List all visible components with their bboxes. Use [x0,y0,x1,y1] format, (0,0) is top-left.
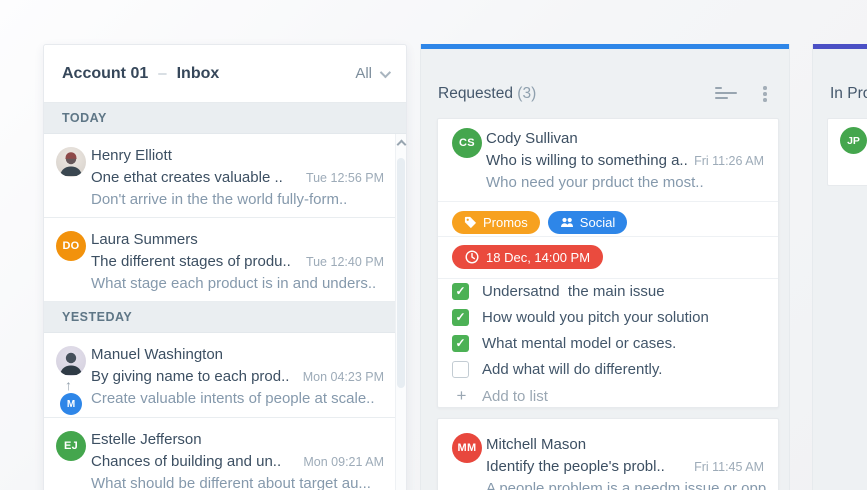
person-photo-icon [60,352,82,375]
tag-promos[interactable]: Promos [452,211,540,234]
email-preview: Don't arrive in the the world fully-form… [91,191,348,208]
add-to-list-label: Add to list [482,387,548,405]
email-row-laura-summers[interactable]: DO Laura Summers The different stages of… [44,218,406,302]
checklist-label: Undersatnd the main issue [482,282,665,300]
column-accent-bar-blue [421,44,789,49]
column-accent-bar-indigo [813,44,867,49]
column-actions [715,86,767,102]
divider [438,236,778,237]
email-subject: By giving name to each prod.. [91,368,290,385]
email-preview: What stage each product is in and unders… [91,275,377,292]
avatar: CS [452,128,482,158]
kebab-menu-icon[interactable] [763,86,767,102]
in-progress-column: In Prog JP [812,44,867,490]
checklist-item: ✓ Undersatnd the main issue [452,282,665,300]
add-to-list-button[interactable]: + Add to list [453,386,548,406]
checklist-label: What mental model or cases. [482,334,677,352]
sender-name: Laura Summers [91,231,198,248]
scroll-up-icon[interactable] [396,139,407,150]
checklist-label: How would you pitch your solution [482,308,709,326]
checkbox-checked-icon[interactable]: ✓ [452,334,469,352]
email-subject: Chances of building and un.. [91,453,282,470]
title-separator: – [158,65,167,82]
column-title: Requested (3) [438,85,536,103]
sender-name: Mitchell Mason [486,436,587,453]
email-time: Fri 11:45 AM [694,460,764,474]
divider [438,201,778,202]
email-preview: Create valuable intents of people at sca… [91,390,375,407]
inbox-scrollbar[interactable] [395,134,407,490]
email-preview: What should be different about target au… [91,475,371,490]
checklist-item: Add what will do differently. [452,360,662,378]
email-row-manuel-washington[interactable]: ↑ M Manuel Washington By giving name to … [44,333,406,418]
inbox-panel: Account 01 – Inbox All TODAY Henry Ellio… [43,44,407,490]
folder-title: Inbox [176,64,220,82]
reminder-pill[interactable]: 18 Dec, 14:00 PM [452,245,604,269]
plus-icon: + [456,386,467,405]
email-subject: One ethat creates valuable .. [91,169,283,186]
column-count: (3) [517,85,537,102]
sort-icon[interactable] [715,87,737,101]
email-preview: Who need your prduct the most.. [486,174,704,191]
request-card-cody-sullivan[interactable]: CS Cody Sullivan Who is willing to somet… [437,118,779,408]
email-time: Tue 12:56 PM [305,171,384,185]
section-header-yesterday: YESTEDAY [44,302,406,333]
checkbox-checked-icon[interactable]: ✓ [452,308,469,326]
request-card-mitchell-mason[interactable]: MM Mitchell Mason Identify the people's … [437,418,779,490]
sender-name: Estelle Jefferson [91,431,202,448]
checklist-item: ✓ What mental model or cases. [452,334,676,352]
reminder-label: 18 Dec, 14:00 PM [486,249,591,265]
avatar: DO [56,231,86,261]
reply-arrow-icon: ↑ [65,377,72,393]
avatar [56,147,86,177]
checklist-item: ✓ How would you pitch your solution [452,308,709,326]
tag-social[interactable]: Social [547,211,628,234]
tag-icon [464,216,477,229]
sender-name: Cody Sullivan [486,130,578,147]
sender-name: Manuel Washington [91,346,224,363]
email-row-estelle-jefferson[interactable]: EJ Estelle Jefferson Chances of building… [44,418,406,490]
person-photo-icon [60,152,82,176]
email-row-henry-elliott[interactable]: Henry Elliott One ethat creates valuable… [44,134,406,218]
email-time: Mon 04:23 PM [302,370,384,384]
avatar: JP [840,127,867,154]
email-subject: The different stages of produ.. [91,253,291,270]
filter-label: All [355,65,372,82]
avatar: MM [452,433,482,463]
people-icon [560,217,573,227]
in-progress-card[interactable]: JP [827,118,867,186]
avatar [56,346,86,376]
column-title: In Prog [830,85,867,102]
divider [438,278,778,279]
tag-label: Promos [483,215,528,230]
column-title-label: Requested [438,85,513,102]
email-subject: Identify the people's probl.. [486,458,665,475]
scrollbar-thumb[interactable] [397,158,405,388]
tag-row: Promos Social [452,211,628,234]
email-time: Tue 12:40 PM [305,255,384,269]
account-title: Account 01 [62,64,149,82]
clock-icon [465,250,479,264]
email-time: Fri 11:26 AM [694,154,764,168]
checkbox-checked-icon[interactable]: ✓ [452,282,469,300]
inbox-header: Account 01 – Inbox All [44,45,406,103]
thread-participant-badge: M [60,393,82,415]
chevron-down-icon [379,66,392,78]
checkbox-unchecked-icon[interactable] [452,360,469,378]
avatar: EJ [56,431,86,461]
sender-name: Henry Elliott [91,147,172,164]
requested-column: Requested (3) CS Cody Sullivan Who is wi… [420,44,790,490]
inbox-filter-dropdown[interactable]: All [355,65,392,82]
email-subject: Who is willing to something a.. [486,152,688,169]
email-time: Mon 09:21 AM [303,455,384,469]
email-preview: A people problem is a needm issue or opp… [486,480,775,490]
section-header-today: TODAY [44,103,406,134]
checklist-label: Add what will do differently. [482,360,663,378]
tag-label: Social [579,215,616,230]
